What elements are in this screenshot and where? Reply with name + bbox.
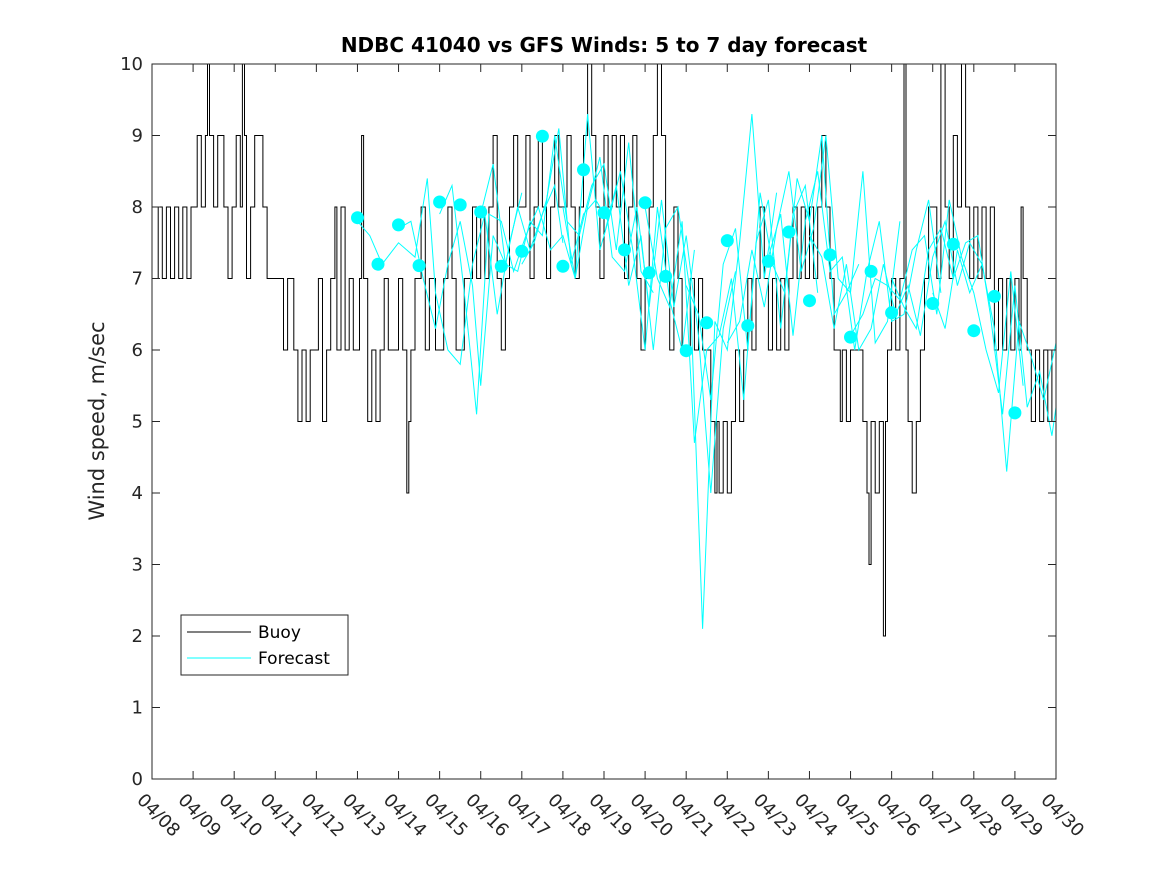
- forecast-marker: [885, 306, 899, 320]
- forecast-marker: [659, 269, 673, 283]
- legend-box: [180, 614, 349, 676]
- y-tick-label: 10: [120, 54, 143, 75]
- forecast-marker: [761, 254, 775, 268]
- forecast-marker: [638, 196, 652, 210]
- y-tick-label: 4: [132, 483, 143, 504]
- y-tick-label: 7: [132, 269, 143, 290]
- forecast-marker: [679, 344, 693, 358]
- forecast-marker: [642, 266, 656, 280]
- y-tick-label: 9: [132, 126, 143, 147]
- legend-label-forecast: Forecast: [258, 649, 330, 669]
- forecast-marker: [453, 198, 467, 212]
- forecast-line: [562, 156, 736, 494]
- forecast-marker: [474, 205, 488, 219]
- forecast-marker: [782, 225, 796, 239]
- forecast-marker: [577, 163, 590, 177]
- forecast-marker: [946, 237, 960, 251]
- forecast-marker: [371, 257, 385, 271]
- forecast-marker: [515, 244, 529, 258]
- forecast-marker: [1008, 406, 1022, 420]
- forecast-marker: [556, 259, 570, 273]
- y-tick-label: 3: [132, 555, 143, 576]
- forecast-marker: [803, 294, 816, 308]
- plot-area: [152, 64, 1056, 637]
- forecast-line: [726, 135, 901, 345]
- legend-label-buoy: Buoy: [258, 623, 301, 643]
- buoy-line: [152, 64, 1056, 637]
- y-tick-label: 0: [132, 769, 143, 790]
- forecast-marker: [433, 195, 447, 209]
- forecast-marker: [741, 319, 755, 333]
- forecast-marker: [844, 330, 857, 344]
- forecast-marker: [967, 324, 981, 338]
- forecast-marker: [535, 129, 549, 143]
- forecast-line: [398, 183, 564, 386]
- forecast-line: [850, 199, 1024, 394]
- chart-title: NDBC 41040 vs GFS Winds: 5 to 7 day fore…: [341, 33, 868, 57]
- forecast-marker: [700, 316, 714, 330]
- forecast-marker: [392, 218, 405, 232]
- y-tick-label: 5: [132, 412, 143, 433]
- forecast-marker: [412, 259, 426, 273]
- forecast-marker: [864, 264, 878, 278]
- forecast-marker: [926, 297, 940, 310]
- forecast-line: [891, 227, 1056, 436]
- forecast-marker: [351, 211, 364, 225]
- y-tick-label: 8: [132, 197, 143, 218]
- forecast-line: [767, 171, 942, 351]
- forecast-marker: [823, 248, 837, 262]
- forecast-marker: [618, 243, 631, 257]
- forecast-line: [603, 113, 778, 629]
- legend: Buoy Forecast: [180, 614, 349, 676]
- y-tick-label: 1: [132, 698, 143, 719]
- forecast-line: [932, 249, 1056, 472]
- y-axis-label: Wind speed, m/sec: [85, 321, 109, 520]
- forecast-marker: [597, 206, 611, 220]
- y-tick-label: 6: [132, 340, 143, 361]
- forecast-marker: [494, 259, 508, 273]
- series-group: [152, 64, 1056, 637]
- forecast-line: [357, 178, 523, 366]
- forecast-marker: [720, 234, 734, 248]
- forecast-marker: [987, 289, 1001, 303]
- y-tick-label: 2: [132, 626, 143, 647]
